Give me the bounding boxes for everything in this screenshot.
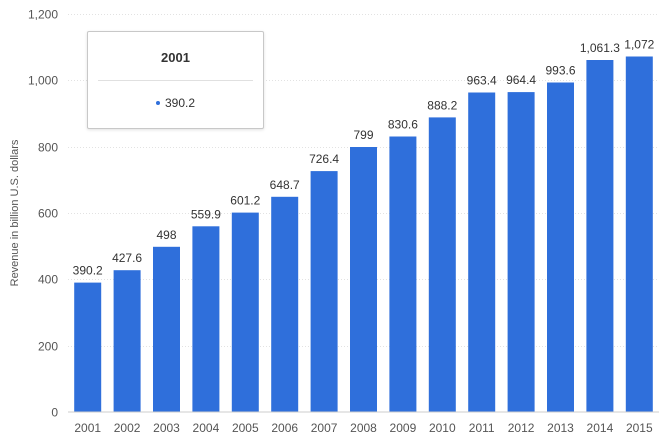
bar-2011[interactable] <box>468 92 496 413</box>
value-label: 964.4 <box>506 73 536 87</box>
value-label: 559.9 <box>191 207 221 221</box>
y-axis-ticks: 0 200 400 600 800 1,000 1,200 <box>28 8 58 420</box>
value-label: 799 <box>353 128 373 142</box>
value-label: 993.6 <box>545 64 575 78</box>
series-dot-icon <box>155 100 160 105</box>
x-tick-label: 2014 <box>587 421 614 435</box>
bar-2007[interactable] <box>310 171 338 412</box>
value-label: 427.6 <box>112 251 142 265</box>
tooltip-title: 2001 <box>161 50 190 65</box>
value-label: 601.2 <box>230 194 260 208</box>
bar-2012[interactable] <box>507 92 535 412</box>
value-label: 830.6 <box>388 118 418 132</box>
bar-2010[interactable] <box>428 117 456 413</box>
bar-2006[interactable] <box>271 196 299 412</box>
x-tick-label: 2001 <box>74 421 101 435</box>
bar-2008[interactable] <box>350 147 377 412</box>
x-tick-label: 2004 <box>193 421 220 435</box>
x-axis-ticks: 2001 2002 2003 2004 2005 2006 2007 2008 2009 2010… <box>74 421 653 435</box>
value-label: 648.7 <box>270 178 300 192</box>
value-label: 888.2 <box>427 98 457 112</box>
x-tick-label: 2005 <box>232 421 259 435</box>
bars <box>74 56 653 413</box>
y-tick-label: 1,000 <box>28 74 58 88</box>
bar-2015[interactable] <box>625 56 653 413</box>
y-tick-label: 400 <box>38 273 58 287</box>
x-tick-label: 2010 <box>429 421 456 435</box>
x-tick-label: 2011 <box>469 421 495 435</box>
x-tick-label: 2013 <box>547 421 574 435</box>
y-tick-label: 800 <box>38 141 58 155</box>
value-label: 390.2 <box>73 264 103 278</box>
bar-2005[interactable] <box>231 212 259 412</box>
bar-2004[interactable] <box>192 226 220 412</box>
value-label: 726.4 <box>309 152 339 166</box>
value-label: 963.4 <box>467 74 497 88</box>
x-tick-label: 2008 <box>350 421 377 435</box>
y-axis-title: Revenue in billion U.S. dollars <box>9 139 21 286</box>
tooltip-value: 390.2 <box>164 96 196 110</box>
x-tick-label: 2003 <box>153 421 180 435</box>
y-tick-label: 200 <box>38 340 58 354</box>
bar-2009[interactable] <box>389 136 417 413</box>
y-tick-label: 0 <box>51 406 58 420</box>
x-tick-label: 2007 <box>311 421 338 435</box>
bar-2013[interactable] <box>547 82 574 413</box>
x-tick-label: 2015 <box>626 421 653 435</box>
bar-2014[interactable] <box>586 60 614 412</box>
x-tick-label: 2012 <box>508 421 535 435</box>
value-label: 1,072 <box>624 38 654 52</box>
bar-2002[interactable] <box>113 270 141 412</box>
value-label: 498 <box>156 228 176 242</box>
bar-2003[interactable] <box>153 246 180 412</box>
tooltip-divider <box>98 80 253 81</box>
tooltip: 2001 390.2 <box>87 31 264 129</box>
x-tick-label: 2006 <box>271 421 298 435</box>
x-tick-label: 2002 <box>114 421 141 435</box>
x-tick-label: 2009 <box>390 421 417 435</box>
tooltip-row: 390.2 <box>88 96 263 110</box>
bar-2001[interactable] <box>74 282 102 412</box>
value-labels: 390.2 427.6 498 559.9 601.2 648.7 726.4 799 830.… <box>73 38 655 278</box>
y-tick-label: 1,200 <box>28 8 58 22</box>
y-tick-label: 600 <box>38 207 58 221</box>
value-label: 1,061.3 <box>580 41 620 55</box>
